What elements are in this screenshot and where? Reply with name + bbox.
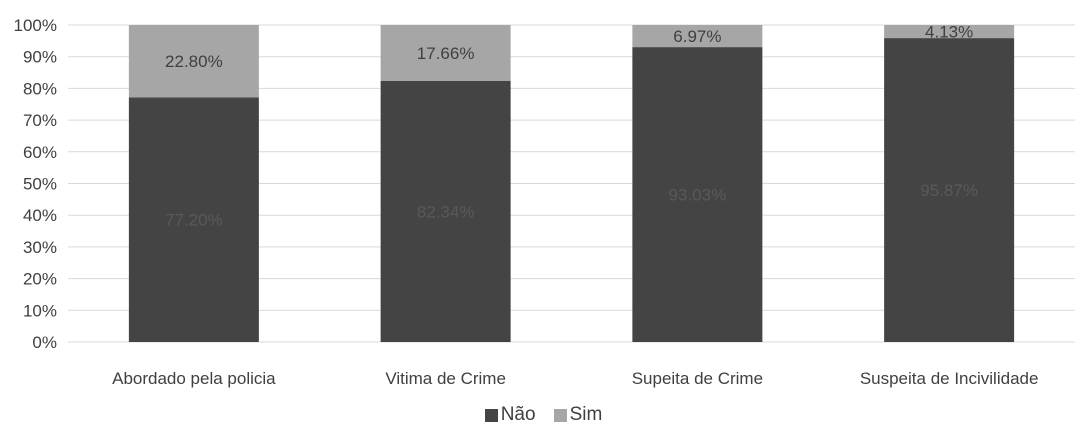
legend-swatch-nao: [484, 408, 498, 422]
legend: Não Sim: [0, 404, 1087, 426]
x-tick-label: Suspeita de Incivilidade: [860, 369, 1039, 388]
data-label: 95.87%: [920, 181, 978, 200]
y-tick-label: 70%: [23, 111, 57, 130]
bar-segment: [128, 97, 259, 342]
y-tick-label: 40%: [23, 206, 57, 225]
legend-label-sim: Sim: [569, 404, 603, 425]
x-tick-label: Supeita de Crime: [632, 369, 763, 388]
y-axis: 0% 10% 20% 30% 40% 50% 60% 70% 80% 90% 100%: [14, 16, 57, 352]
y-tick-label: 60%: [23, 143, 57, 162]
legend-item-nao: Não: [484, 404, 536, 426]
bars: 77.20% 22.80% 82.34% 17.66% 93.03% 6.97% 95.87…: [128, 23, 1015, 342]
data-label: 17.66%: [417, 44, 475, 63]
y-tick-label: 90%: [23, 48, 57, 67]
bar-segment: [884, 25, 1015, 39]
y-tick-label: 80%: [23, 79, 57, 98]
x-tick-label: Abordado pela policia: [112, 369, 276, 388]
data-label: 22.80%: [165, 52, 223, 71]
stacked-bar-chart: 0% 10% 20% 30% 40% 50% 60% 70% 80% 90% 100% 77.20%…: [14, 16, 1075, 388]
data-label: 82.34%: [417, 202, 475, 221]
legend-swatch-sim: [553, 408, 567, 422]
bar-segment: [632, 47, 763, 342]
y-tick-label: 0%: [32, 333, 57, 352]
data-label: 6.97%: [673, 27, 721, 46]
bar-segment: [632, 25, 763, 48]
data-label: 93.03%: [669, 186, 727, 205]
legend-item-sim: Sim: [553, 404, 603, 426]
y-tick-label: 10%: [23, 301, 57, 320]
x-axis: Abordado pela policia Vitima de Crime Supe…: [112, 369, 1038, 388]
bar-segment: [128, 25, 259, 98]
legend-label-nao: Não: [500, 404, 536, 425]
x-tick-label: Vitima de Crime: [385, 369, 506, 388]
bar-segment: [380, 25, 511, 81]
data-label: 77.20%: [165, 211, 223, 230]
data-label: 4.13%: [925, 23, 973, 42]
bar-segment: [884, 38, 1015, 342]
y-tick-label: 30%: [23, 238, 57, 257]
bar-segment: [380, 80, 511, 342]
y-tick-label: 20%: [23, 270, 57, 289]
y-tick-label: 50%: [23, 175, 57, 194]
y-tick-label: 100%: [14, 16, 57, 35]
